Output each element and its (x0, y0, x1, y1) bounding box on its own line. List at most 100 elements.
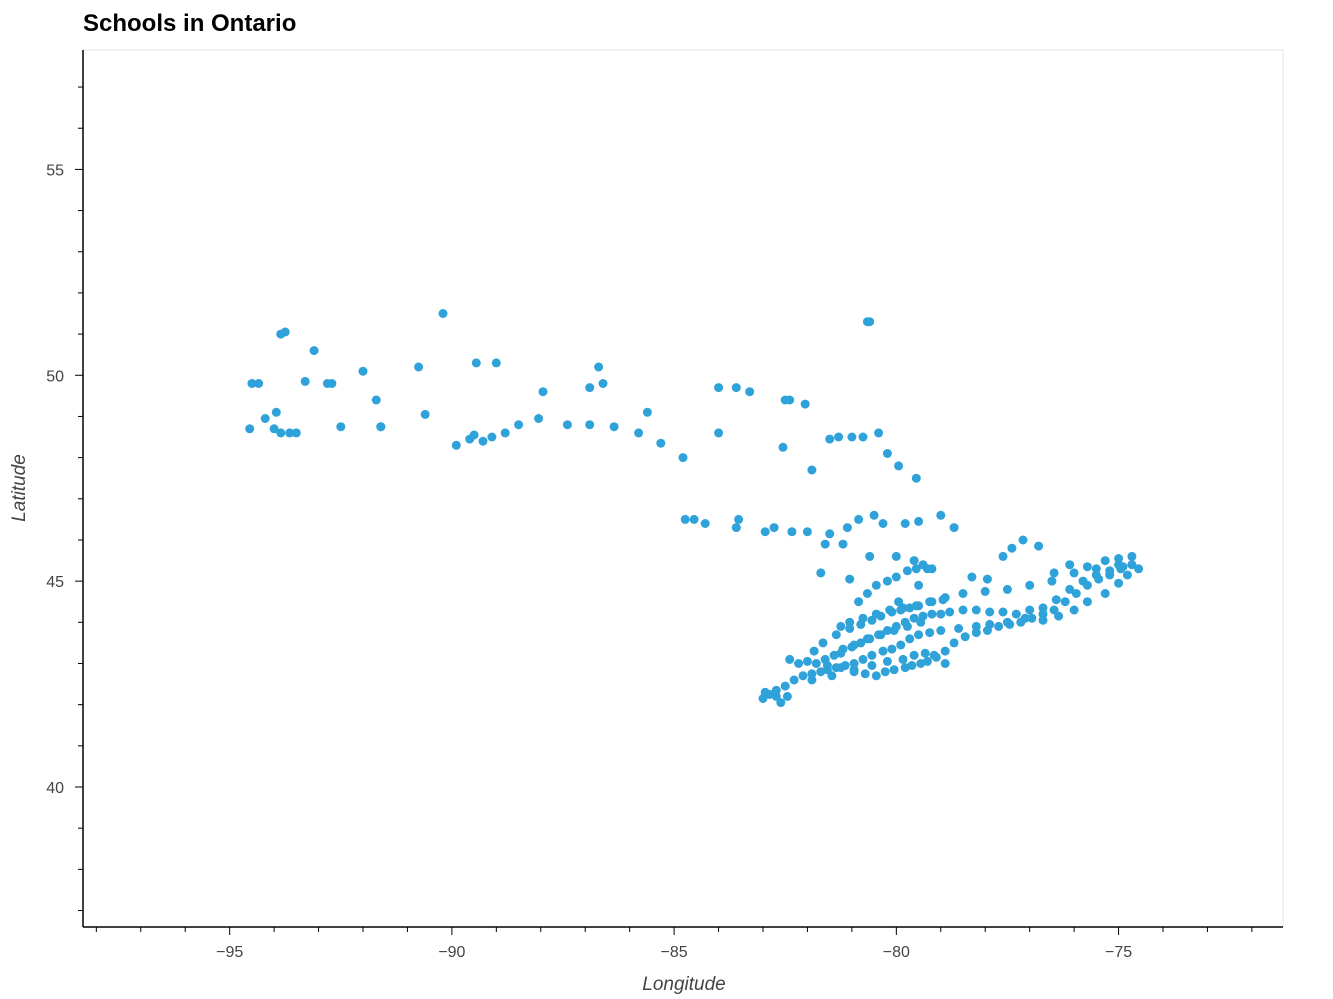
x-tick-label: −75 (1105, 944, 1132, 961)
scatter-point (936, 609, 946, 619)
scatter-point (269, 424, 279, 434)
scatter-point (1065, 584, 1075, 594)
scatter-point (867, 650, 877, 660)
scatter-point (860, 669, 870, 679)
x-tick-label: −85 (661, 944, 688, 961)
scatter-point (1105, 570, 1115, 580)
scatter-point (982, 626, 992, 635)
y-tick-label: 45 (46, 574, 64, 591)
scatter-point (500, 428, 510, 438)
scatter-point (1114, 560, 1124, 570)
scatter-point (827, 671, 837, 681)
y-tick-label: 40 (46, 780, 64, 797)
scatter-point (925, 628, 935, 638)
scatter-point (376, 422, 386, 432)
scatter-point (967, 572, 977, 582)
scatter-point (914, 630, 924, 640)
chart-title: Schools in Ontario (83, 10, 297, 37)
scatter-point (869, 510, 879, 520)
scatter-point (782, 691, 792, 701)
scatter-point (865, 317, 875, 327)
scatter-point (936, 510, 946, 520)
scatter-point (700, 519, 710, 528)
scatter-point (689, 514, 699, 524)
scatter-point (882, 626, 892, 635)
scatter-point (1065, 560, 1075, 570)
scatter-point (1069, 568, 1079, 578)
scatter-point (1094, 574, 1104, 584)
scatter-point (825, 434, 835, 444)
scatter-point (971, 605, 981, 615)
scatter-point (787, 527, 797, 537)
scatter-point (845, 624, 855, 633)
scatter-point (871, 580, 881, 590)
scatter-point (858, 654, 868, 664)
scatter-point (731, 383, 741, 393)
scatter-point (534, 414, 544, 423)
scatter-point (922, 656, 932, 666)
scatter-point (945, 607, 955, 617)
scatter-point (862, 589, 872, 598)
x-tick-label: −95 (216, 944, 243, 961)
scatter-point (478, 436, 488, 446)
scatter-point (954, 624, 964, 633)
scatter-point (845, 617, 855, 627)
scatter-point (491, 358, 501, 368)
scatter-point (469, 430, 479, 440)
scatter-point (858, 432, 868, 442)
scatter-point (1082, 597, 1092, 607)
scatter-point (902, 566, 912, 576)
scatter-point (894, 461, 904, 471)
scatter-point (1002, 584, 1012, 594)
scatter-point (514, 420, 524, 430)
scatter-point (849, 659, 859, 668)
scatter-point (905, 634, 915, 644)
scatter-point (836, 663, 846, 673)
scatter-point (909, 556, 919, 566)
scatter-point (867, 661, 877, 670)
scatter-point (914, 580, 924, 590)
scatter-point (1127, 551, 1137, 561)
scatter-point (291, 428, 301, 438)
scatter-point (811, 659, 821, 668)
scatter-point (807, 669, 817, 679)
scatter-point (891, 551, 901, 561)
scatter-point (562, 420, 572, 430)
scatter-point (1038, 603, 1048, 613)
scatter-point (940, 659, 950, 668)
scatter-point (931, 652, 941, 662)
scatter-point (871, 671, 881, 681)
scatter-point (585, 383, 595, 393)
scatter-point (802, 656, 812, 666)
scatter-point (865, 551, 875, 561)
scatter-point (909, 613, 919, 623)
scatter-point (907, 661, 917, 670)
scatter-point (1082, 580, 1092, 590)
scatter-point (854, 514, 864, 524)
scatter-point (909, 650, 919, 660)
scatter-point (878, 646, 888, 656)
scatter-point (816, 667, 826, 677)
scatter-point (609, 422, 619, 432)
scatter-point (925, 597, 935, 607)
scatter-point (778, 442, 788, 452)
scatter-point (1038, 615, 1048, 625)
scatter-point (254, 379, 264, 388)
scatter-point (847, 432, 857, 442)
scatter-point (678, 453, 688, 463)
scatter-point (816, 568, 826, 578)
scatter-point (898, 654, 908, 664)
scatter-point (1049, 568, 1059, 578)
scatter-point (874, 428, 884, 438)
scatter-point (998, 607, 1008, 617)
scatter-point (994, 621, 1004, 631)
scatter-point (1091, 564, 1101, 574)
scatter-point (731, 523, 741, 533)
scatter-point (1071, 589, 1081, 598)
scatter-point (936, 626, 946, 635)
scatter-point (371, 395, 381, 405)
scatter-point (818, 638, 828, 648)
scatter-point (800, 399, 810, 409)
scatter-point (882, 656, 892, 666)
scatter-point (858, 613, 868, 623)
